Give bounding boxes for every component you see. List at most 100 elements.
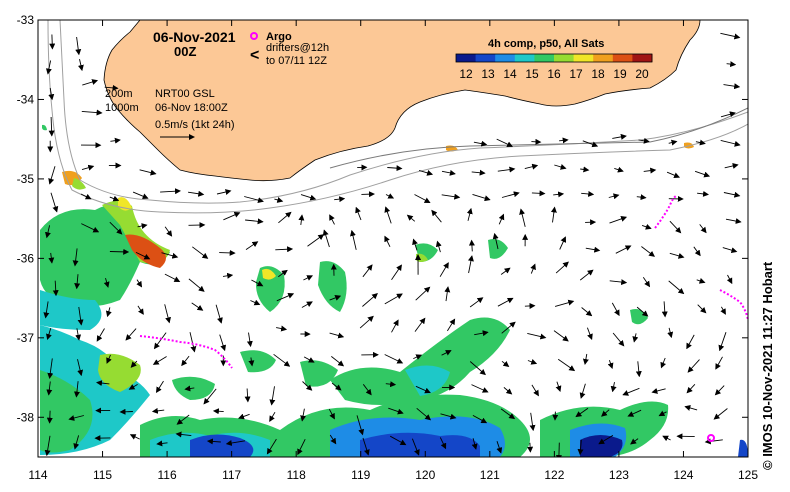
- current-arrow: [248, 357, 255, 367]
- colorbar-segment: [593, 54, 614, 62]
- current-arrow: [607, 360, 614, 370]
- map-date: 06-Nov-2021: [153, 29, 236, 45]
- colorbar-segment: [534, 54, 555, 62]
- current-arrow: [579, 383, 586, 399]
- current-arrow: [389, 435, 407, 446]
- current-arrow: [581, 190, 595, 197]
- current-arrow: [586, 327, 593, 341]
- current-arrow: [269, 411, 276, 422]
- current-arrow: [132, 191, 149, 200]
- current-arrow: [385, 193, 395, 199]
- current-arrow: [531, 384, 539, 397]
- current-arrow: [181, 355, 190, 367]
- colorbar-tick-label: 14: [503, 67, 517, 81]
- current-arrow: [667, 327, 674, 339]
- current-arrow: [720, 306, 726, 315]
- current-arrow: [105, 307, 112, 318]
- current-arrow: [406, 214, 416, 222]
- current-arrow: [81, 109, 103, 116]
- current-arrow: [413, 354, 423, 360]
- current-arrow: [356, 415, 365, 436]
- current-arrow: [73, 381, 80, 398]
- current-arrow: [554, 164, 567, 170]
- drifter-track: [654, 195, 677, 229]
- colorbar-tick-label: 20: [635, 67, 649, 81]
- current-arrow: [527, 442, 534, 453]
- current-arrow: [519, 208, 526, 227]
- current-arrow: [109, 248, 130, 255]
- current-arrow: [77, 359, 84, 377]
- current-arrow: [215, 304, 223, 324]
- current-arrow: [468, 239, 475, 252]
- current-arrow: [612, 133, 627, 140]
- colorbar-segment: [475, 54, 496, 62]
- current-arrow: [46, 328, 52, 341]
- current-arrow: [266, 438, 277, 455]
- current-arrow: [553, 330, 569, 342]
- current-arrow: [82, 79, 99, 86]
- current-arrow: [329, 332, 345, 339]
- current-arrow: [139, 169, 157, 176]
- current-arrow: [137, 305, 144, 315]
- current-arrow: [724, 163, 739, 169]
- current-arrow: [125, 328, 137, 341]
- current-arrow: [331, 356, 345, 367]
- current-arrow: [244, 196, 264, 204]
- sst-patch: [240, 350, 276, 373]
- current-arrow: [610, 382, 617, 393]
- lon-tick-label: 122: [544, 468, 564, 482]
- colorbar-tick-label: 18: [591, 67, 605, 81]
- current-arrow: [527, 358, 538, 365]
- current-arrow: [500, 267, 511, 275]
- current-arrow: [164, 304, 171, 324]
- current-arrow: [300, 194, 317, 201]
- current-arrow: [635, 361, 642, 378]
- current-arrow: [74, 274, 81, 290]
- drifter-track: [719, 289, 749, 321]
- current-arrow: [612, 332, 625, 347]
- current-arrow: [137, 223, 148, 229]
- current-arrow: [441, 193, 461, 200]
- current-arrow: [216, 189, 232, 195]
- lon-tick-label: 119: [351, 468, 370, 482]
- current-arrow: [384, 206, 392, 224]
- current-arrow: [275, 246, 294, 253]
- current-arrow: [192, 246, 209, 259]
- current-arrow: [660, 357, 667, 369]
- current-arrow: [580, 166, 590, 173]
- current-arrow: [696, 277, 706, 284]
- current-arrow: [45, 225, 51, 239]
- sst-patch: [405, 365, 450, 396]
- current-arrow: [585, 246, 601, 253]
- lon-tick-label: 117: [222, 468, 241, 482]
- current-arrow: [553, 191, 565, 198]
- lon-tick-label: 118: [287, 468, 306, 482]
- current-arrow: [219, 334, 227, 352]
- current-arrow: [276, 293, 295, 302]
- current-arrow: [303, 356, 315, 363]
- current-arrow: [45, 60, 52, 75]
- current-arrow: [435, 240, 442, 253]
- current-arrow: [135, 251, 151, 260]
- current-arrow: [684, 405, 698, 411]
- contour-200m: [59, 20, 748, 204]
- current-arrow: [555, 442, 562, 457]
- current-arrow: [466, 207, 473, 221]
- current-arrow: [496, 138, 514, 147]
- current-arrow: [415, 385, 431, 394]
- current-arrow: [273, 353, 291, 367]
- current-arrow: [355, 206, 362, 221]
- current-arrow: [431, 209, 442, 223]
- current-arrow: [103, 277, 110, 288]
- product-name: NRT00 GSL: [155, 88, 215, 100]
- current-arrow: [662, 435, 671, 442]
- current-arrow: [723, 191, 741, 198]
- current-arrow: [611, 302, 620, 317]
- current-arrow: [524, 163, 539, 170]
- current-arrow: [246, 332, 253, 348]
- current-arrow: [412, 238, 418, 251]
- current-arrow: [164, 226, 173, 237]
- current-arrow: [153, 332, 167, 350]
- lon-tick-label: 114: [28, 468, 47, 482]
- current-arrow: [72, 248, 79, 267]
